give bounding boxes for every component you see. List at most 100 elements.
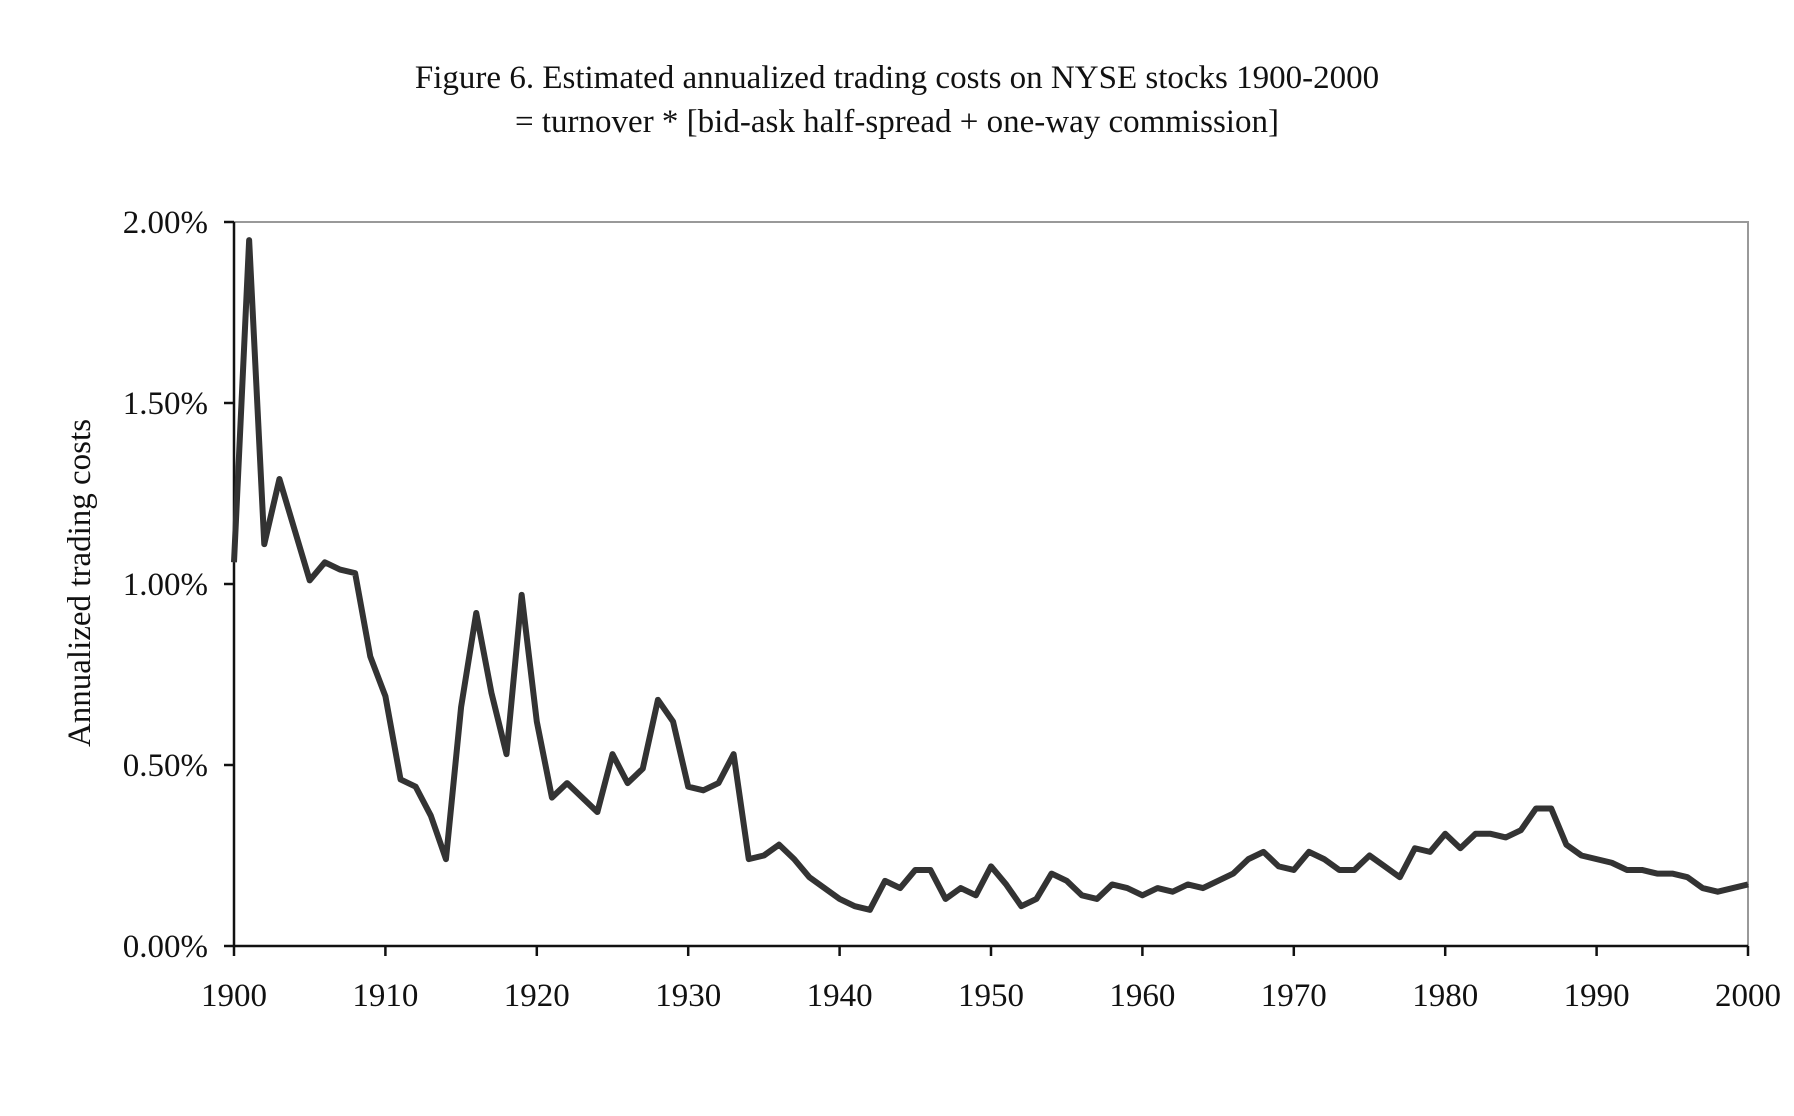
y-tick-label: 1.00% (123, 567, 208, 603)
data-point (960, 887, 962, 889)
data-point (1520, 829, 1522, 831)
data-point (278, 478, 280, 480)
data-point (506, 753, 508, 755)
data-point (1656, 873, 1658, 875)
data-point (369, 655, 371, 657)
data-point (536, 721, 538, 723)
data-point (1323, 858, 1325, 860)
data-point (1399, 876, 1401, 878)
data-point (1626, 869, 1628, 871)
data-point (778, 844, 780, 846)
data-point (914, 869, 916, 871)
chart-title: Figure 6. Estimated annualized trading c… (415, 60, 1379, 96)
data-point (248, 239, 250, 241)
data-point (869, 909, 871, 911)
data-point (1732, 887, 1734, 889)
data-point (717, 782, 719, 784)
data-point (1369, 855, 1370, 856)
data-point (793, 858, 795, 860)
x-tick-label: 1990 (1564, 978, 1630, 1014)
data-point (460, 706, 462, 708)
x-tick-label: 1930 (655, 978, 721, 1014)
data-point (990, 865, 992, 867)
x-tick-label: 1970 (1261, 978, 1327, 1014)
data-point (1247, 858, 1249, 860)
data-point (975, 894, 977, 896)
y-axis-ticks: 0.00% 0.50% 1.00% 1.50% 2.00% (123, 205, 234, 965)
data-point (309, 579, 311, 581)
x-tick-label: 2000 (1715, 978, 1781, 1014)
data-point (1293, 869, 1295, 871)
y-tick-label: 0.50% (123, 748, 208, 784)
data-point (400, 778, 402, 780)
data-point (1384, 865, 1386, 867)
data-point (839, 898, 841, 900)
data-point (1686, 876, 1688, 878)
x-tick-label: 1960 (1109, 978, 1175, 1014)
data-point (1641, 869, 1643, 871)
data-point (808, 876, 810, 878)
data-point (612, 753, 613, 755)
y-tick-label: 2.00% (123, 205, 208, 241)
data-point (733, 753, 735, 755)
data-point (1550, 807, 1552, 809)
data-point (1717, 891, 1719, 893)
data-point (1263, 851, 1265, 853)
data-point (1232, 873, 1234, 875)
data-point (566, 782, 568, 784)
data-point (763, 855, 765, 856)
data-point (1096, 898, 1098, 900)
data-point (1474, 833, 1476, 835)
data-point (854, 905, 856, 907)
data-point (1081, 894, 1083, 896)
x-tick-label: 1950 (958, 978, 1024, 1014)
data-point (490, 692, 492, 694)
x-tick-label: 1980 (1412, 978, 1478, 1014)
data-point (1187, 883, 1189, 885)
data-point (1051, 873, 1053, 875)
data-point (1671, 873, 1673, 875)
data-point (1278, 865, 1280, 867)
data-point (294, 529, 296, 531)
data-point (324, 561, 326, 563)
x-tick-label: 1900 (201, 978, 267, 1014)
chart-subtitle: = turnover * [bid-ask half-spread + one-… (515, 104, 1279, 140)
data-point (823, 887, 825, 889)
data-point (1126, 887, 1128, 889)
data-point (1308, 851, 1310, 853)
data-point (1535, 807, 1537, 809)
data-point (1202, 887, 1204, 889)
data-point (1747, 883, 1749, 885)
data-point (1217, 880, 1219, 882)
data-point (1596, 858, 1598, 860)
data-point (1157, 887, 1159, 889)
data-point (521, 594, 523, 596)
data-point (1429, 851, 1431, 853)
data-point (354, 572, 356, 574)
data-point (415, 786, 417, 788)
data-point (1414, 847, 1416, 849)
data-point (1702, 887, 1704, 889)
data-point (1035, 898, 1037, 900)
data-point (945, 898, 947, 900)
data-point (1490, 833, 1492, 835)
data-point (339, 569, 341, 571)
data-point (1565, 844, 1567, 846)
data-point (748, 858, 750, 860)
data-point (642, 768, 644, 770)
data-point (884, 880, 886, 882)
x-tick-label: 1940 (807, 978, 873, 1014)
y-tick-label: 0.00% (123, 929, 208, 965)
data-point (672, 721, 674, 723)
data-point (929, 869, 931, 871)
data-point (233, 561, 235, 563)
data-point (551, 797, 553, 799)
data-point (702, 789, 704, 791)
data-point (1580, 855, 1582, 856)
x-axis-ticks: 1900 1910 1920 1930 1940 1950 1960 1970 1980 1990… (201, 946, 1781, 1014)
data-point (384, 695, 386, 697)
data-point (445, 858, 447, 860)
data-point (1020, 905, 1022, 907)
data-point (657, 699, 659, 701)
